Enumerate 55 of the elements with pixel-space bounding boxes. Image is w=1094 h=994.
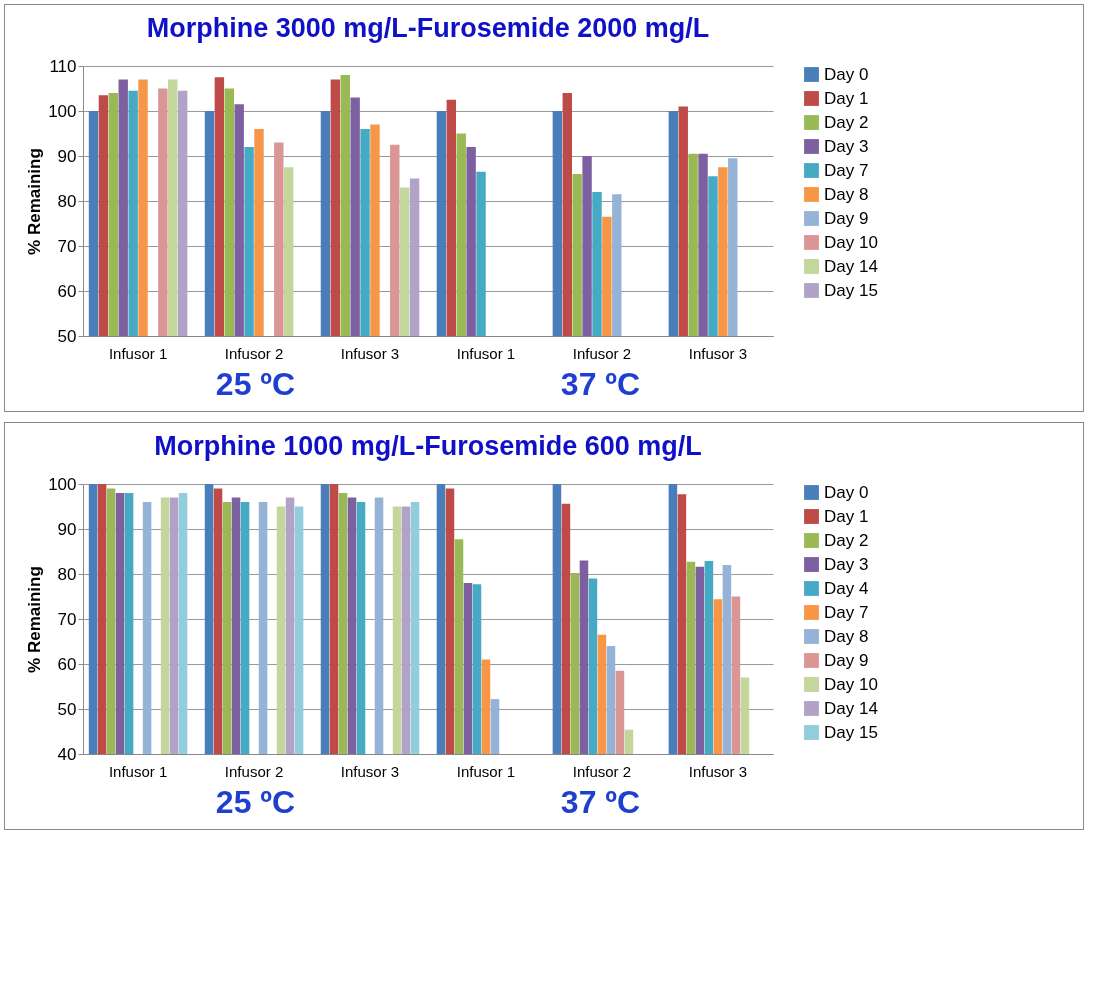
y-tick-label: 100 bbox=[48, 474, 77, 494]
legend-label: Day 10 bbox=[824, 674, 878, 694]
x-tick-label: Infusor 2 bbox=[572, 762, 632, 780]
legend-label: Day 3 bbox=[824, 554, 869, 574]
legend-label: Day 7 bbox=[824, 160, 869, 180]
y-tick-label: 70 bbox=[57, 236, 77, 256]
legend-label: Day 8 bbox=[824, 626, 869, 646]
y-axis-title: % Remaining bbox=[25, 566, 45, 673]
y-tick-label: 100 bbox=[48, 101, 77, 121]
y-tick-label: 90 bbox=[57, 146, 77, 166]
x-tick-label: Infusor 2 bbox=[572, 344, 632, 362]
x-tick-label: Infusor 3 bbox=[688, 344, 748, 362]
legend-label: Day 15 bbox=[824, 722, 878, 742]
legend-label: Day 14 bbox=[824, 256, 878, 276]
legend-label: Day 15 bbox=[824, 280, 878, 300]
y-tick-label: 80 bbox=[57, 564, 77, 584]
legend-label: Day 1 bbox=[824, 506, 869, 526]
y-tick-label: 60 bbox=[57, 654, 77, 674]
legend-label: Day 9 bbox=[824, 208, 869, 228]
legend-label: Day 7 bbox=[824, 602, 869, 622]
chart-title: Morphine 1000 mg/L-Furosemide 600 mg/L bbox=[154, 431, 702, 461]
x-tick-label: Infusor 3 bbox=[688, 762, 748, 780]
legend-label: Day 3 bbox=[824, 136, 869, 156]
x-tick-label: Infusor 1 bbox=[108, 344, 168, 362]
legend-label: Day 0 bbox=[824, 482, 869, 502]
text: 25 ºC bbox=[215, 366, 296, 402]
x-tick-label: Infusor 1 bbox=[108, 762, 168, 780]
y-axis-title: % Remaining bbox=[25, 148, 45, 255]
y-tick-label: 50 bbox=[57, 326, 77, 346]
legend-label: Day 2 bbox=[824, 530, 869, 550]
text: 25 ºC bbox=[215, 784, 296, 820]
text: 37 ºC bbox=[560, 784, 641, 820]
y-tick-label: 50 bbox=[57, 699, 77, 719]
x-tick-label: Infusor 1 bbox=[456, 344, 516, 362]
legend-label: Day 10 bbox=[824, 232, 878, 252]
legend-label: Day 1 bbox=[824, 88, 869, 108]
y-tick-label: 110 bbox=[49, 56, 77, 76]
legend-label: Day 4 bbox=[824, 578, 869, 598]
legend-label: Day 9 bbox=[824, 650, 869, 670]
x-tick-label: Infusor 1 bbox=[456, 762, 516, 780]
legend-label: Day 8 bbox=[824, 184, 869, 204]
x-tick-label: Infusor 2 bbox=[224, 344, 284, 362]
chart-title: Morphine 3000 mg/L-Furosemide 2000 mg/L bbox=[146, 13, 710, 43]
x-tick-label: Infusor 3 bbox=[340, 344, 400, 362]
y-tick-label: 90 bbox=[57, 519, 77, 539]
y-tick-label: 60 bbox=[57, 281, 77, 301]
x-tick-label: Infusor 3 bbox=[340, 762, 400, 780]
y-tick-label: 80 bbox=[57, 191, 77, 211]
legend-label: Day 14 bbox=[824, 698, 878, 718]
x-tick-label: Infusor 2 bbox=[224, 762, 284, 780]
y-tick-label: 40 bbox=[57, 744, 77, 764]
y-tick-label: 70 bbox=[57, 609, 77, 629]
legend-label: Day 0 bbox=[824, 64, 869, 84]
legend-label: Day 2 bbox=[824, 112, 869, 132]
text: 37 ºC bbox=[560, 366, 641, 402]
